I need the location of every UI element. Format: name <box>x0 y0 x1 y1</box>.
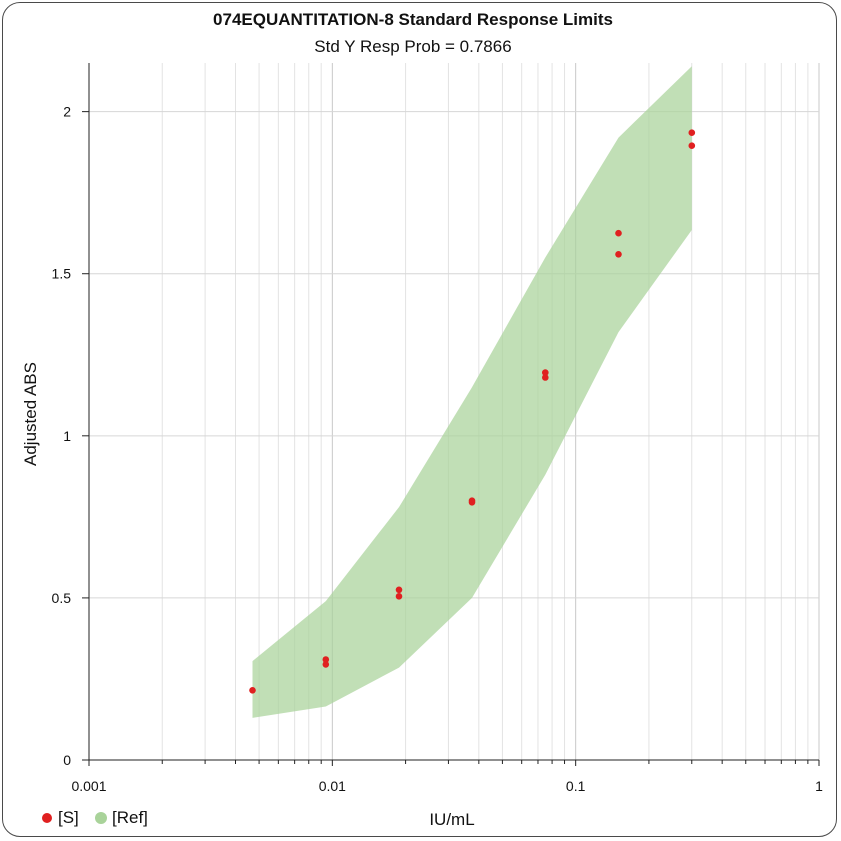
y-tick-label: 1.5 <box>52 266 72 282</box>
data-point <box>322 661 330 668</box>
data-point <box>395 586 403 594</box>
data-point <box>395 593 403 600</box>
x-axis-label: IU/mL <box>429 810 474 829</box>
x-tick-label: 1 <box>815 778 823 794</box>
data-point <box>542 369 549 376</box>
y-axis-label: Adjusted ABS <box>21 362 40 466</box>
data-point <box>688 129 696 136</box>
y-tick-label: 1 <box>63 428 71 444</box>
data-point <box>468 499 476 506</box>
x-tick-label: 0.1 <box>566 778 586 794</box>
data-points <box>249 129 696 694</box>
x-tick-label: 0.01 <box>319 778 346 794</box>
chart-subtitle: Std Y Resp Prob = 0.7866 <box>314 37 511 56</box>
data-point <box>249 687 256 694</box>
axes <box>82 63 820 766</box>
data-point <box>688 142 696 149</box>
legend: [S] [Ref] <box>42 808 148 827</box>
legend-marker-s <box>42 813 52 823</box>
y-tick-label: 2 <box>63 104 71 120</box>
tick-labels: 0 0.5 1 1.5 2 0.001 0.01 0.1 1 <box>52 104 824 794</box>
grid <box>88 63 820 761</box>
ref-band <box>252 66 692 718</box>
legend-label-ref: [Ref] <box>112 808 148 827</box>
ref-band-layer <box>252 66 692 718</box>
y-tick-label: 0 <box>63 752 71 768</box>
data-point <box>322 656 330 663</box>
legend-marker-ref <box>95 812 107 824</box>
y-tick-label: 0.5 <box>52 590 72 606</box>
x-tick-label: 0.001 <box>71 778 106 794</box>
data-point <box>615 251 622 258</box>
data-point <box>615 229 622 237</box>
data-point <box>542 374 549 381</box>
legend-label-s: [S] <box>58 808 79 827</box>
chart-title: 074EQUANTITATION-8 Standard Response Lim… <box>213 10 613 29</box>
